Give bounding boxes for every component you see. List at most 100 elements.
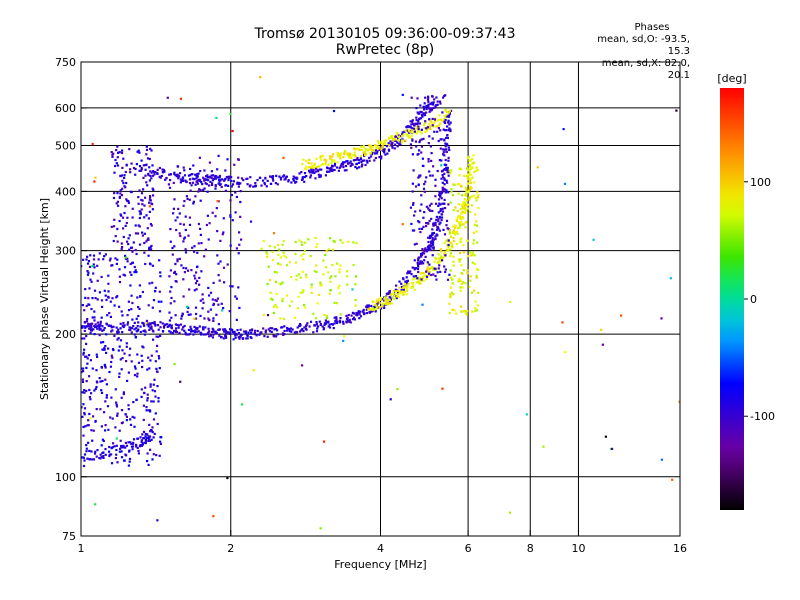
- data-point: [352, 263, 355, 267]
- data-point: [411, 278, 414, 281]
- data-point: [129, 423, 133, 426]
- data-point: [301, 162, 304, 166]
- data-point: [426, 105, 429, 108]
- data-point: [158, 367, 161, 370]
- data-point: [429, 120, 432, 123]
- data-point: [406, 272, 409, 275]
- data-point: [208, 175, 211, 178]
- data-point: [469, 181, 472, 185]
- data-point: [380, 155, 383, 158]
- data-point: [127, 404, 130, 407]
- data-point: [449, 235, 453, 238]
- data-point: [126, 257, 129, 260]
- data-point: [109, 365, 112, 368]
- data-point: [205, 175, 208, 178]
- data-point: [116, 258, 119, 261]
- colorbar-tick-label: -100: [750, 410, 775, 423]
- data-point: [328, 170, 331, 173]
- data-point: [119, 189, 122, 192]
- data-point: [173, 171, 176, 174]
- data-point: [296, 177, 299, 180]
- data-point: [417, 259, 420, 262]
- data-point: [97, 324, 100, 327]
- data-point: [92, 263, 95, 266]
- data-point: [187, 333, 190, 336]
- data-point: [122, 391, 125, 394]
- data-point: [451, 293, 455, 296]
- data-point: [348, 318, 351, 321]
- data-point: [464, 201, 467, 204]
- data-point: [100, 425, 103, 428]
- data-point: [181, 179, 184, 182]
- data-point: [330, 323, 333, 326]
- data-point: [196, 251, 199, 254]
- data-point: [452, 209, 455, 212]
- data-point: [460, 221, 463, 224]
- data-point: [173, 329, 176, 332]
- data-point: [120, 368, 123, 371]
- data-point: [207, 310, 210, 313]
- data-point: [435, 215, 438, 218]
- data-point: [194, 277, 197, 280]
- data-point: [431, 266, 434, 269]
- data-point: [168, 186, 172, 189]
- data-point: [456, 232, 459, 235]
- data-point: [322, 328, 325, 331]
- data-point: [467, 169, 470, 172]
- data-point: [182, 204, 185, 207]
- data-point: [475, 230, 478, 233]
- data-point: [305, 323, 308, 327]
- data-point: [408, 130, 411, 133]
- data-point: [277, 243, 280, 247]
- data-point: [129, 171, 132, 174]
- data-point: [90, 324, 93, 327]
- data-point: [180, 317, 183, 320]
- data-point: [301, 243, 304, 246]
- data-point: [261, 179, 265, 182]
- data-point: [429, 102, 432, 106]
- data-point: [415, 119, 418, 122]
- data-point: [453, 224, 457, 227]
- data-point: [122, 393, 125, 396]
- data-point: [96, 298, 99, 301]
- data-point: [198, 179, 201, 183]
- data-point: [449, 276, 452, 279]
- data-point: [438, 215, 441, 219]
- data-point: [447, 156, 450, 159]
- data-point: [434, 120, 437, 123]
- data-point: [319, 174, 322, 177]
- data-point: [327, 271, 330, 274]
- data-point: [444, 191, 448, 194]
- data-point: [159, 326, 162, 329]
- data-point: [404, 285, 407, 288]
- data-point: [207, 330, 211, 333]
- data-point: [362, 151, 365, 154]
- data-point: [185, 180, 188, 184]
- data-point: [148, 436, 151, 439]
- data-point: [440, 164, 443, 167]
- data-point: [401, 134, 404, 138]
- data-point: [282, 317, 286, 321]
- data-point: [219, 183, 222, 186]
- data-point: [215, 299, 218, 302]
- data-point: [124, 224, 127, 227]
- data-point: [445, 166, 448, 169]
- data-point: [111, 297, 114, 300]
- data-point: [150, 202, 153, 205]
- data-point: [458, 278, 461, 281]
- data-point: [82, 367, 85, 370]
- data-point: [101, 329, 104, 332]
- data-point: [429, 235, 432, 238]
- data-point: [448, 109, 452, 112]
- data-point: [162, 326, 166, 329]
- data-point: [475, 309, 478, 312]
- data-point: [169, 173, 172, 176]
- data-point: [173, 198, 176, 201]
- data-point: [114, 426, 117, 429]
- data-point: [466, 191, 469, 194]
- data-point: [218, 279, 221, 282]
- data-point: [416, 281, 419, 284]
- data-point: [104, 448, 107, 451]
- data-point: [449, 286, 452, 289]
- data-point: [425, 248, 428, 251]
